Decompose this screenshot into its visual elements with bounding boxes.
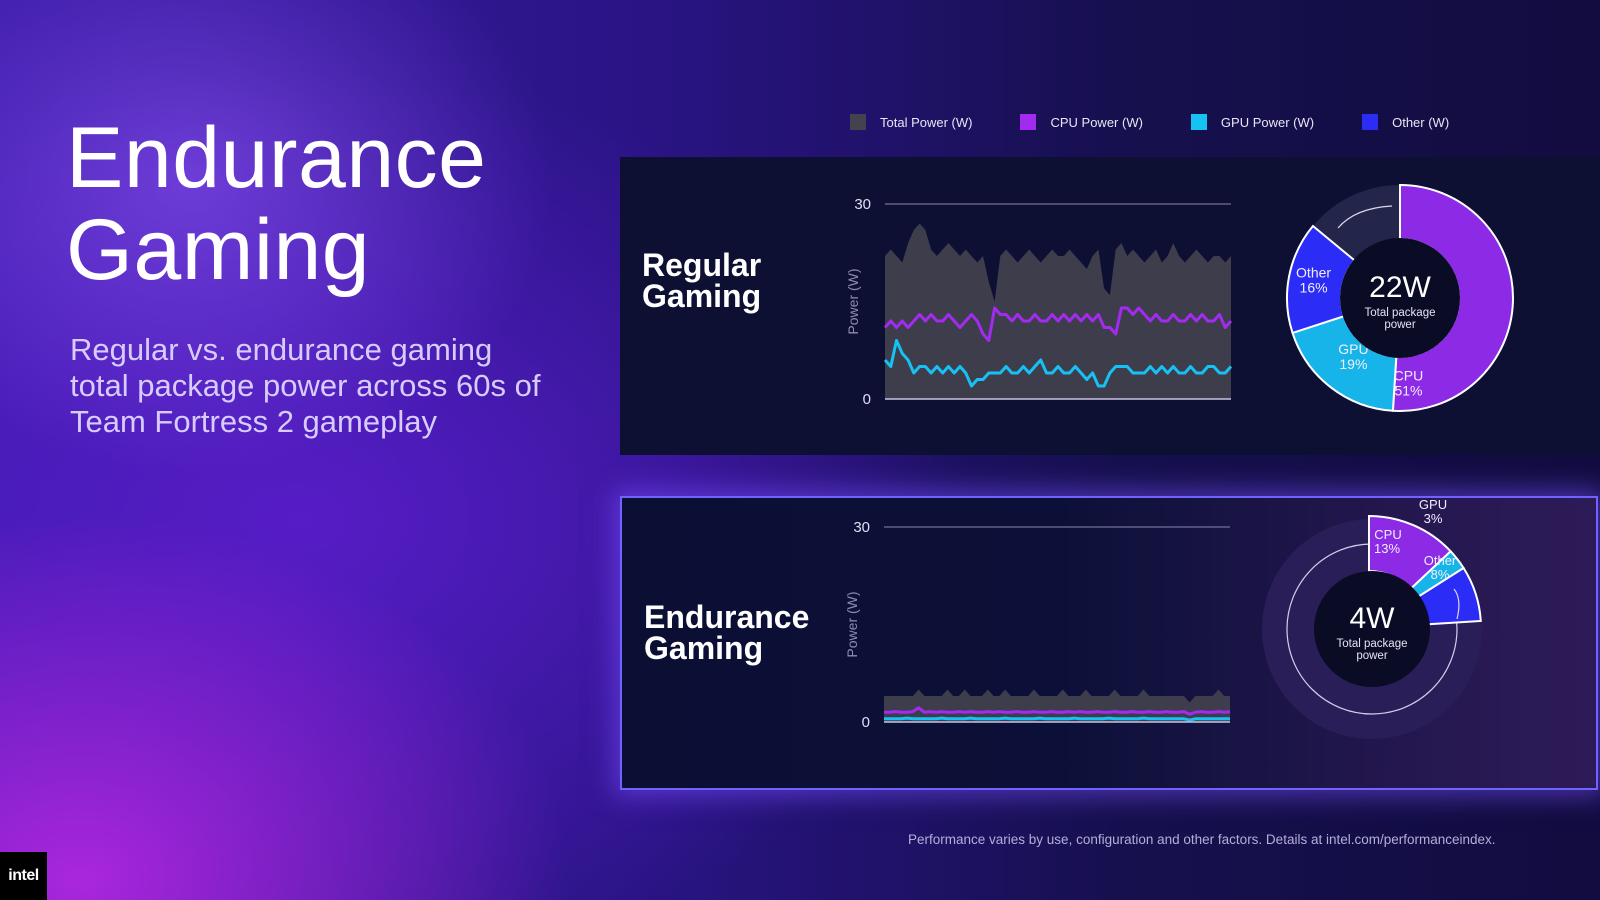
legend-item-total: Total Power (W): [850, 114, 972, 130]
donut-other-pct: 16%: [1300, 280, 1328, 296]
legend-swatch-cpu: [1020, 114, 1037, 130]
series-line-cpu-power: [883, 306, 1233, 342]
donut-other-label: Other: [1296, 265, 1331, 281]
series-line-cpu-power: [884, 706, 1231, 716]
regular-gaming-panel: Regular Gaming 30 0 Power (W) CPU 51% GPU 19% O…: [620, 157, 1600, 455]
donut-center: [1314, 571, 1430, 687]
donut-center-value: 22W: [1369, 271, 1431, 304]
panel-title-regular-line1: Regular: [642, 247, 762, 283]
panel-title-endurance: Endurance Gaming: [644, 599, 810, 666]
donut-center-label-line2: power: [1384, 319, 1415, 331]
donut-arrow-icon: [1337, 205, 1393, 229]
slide-subtitle: Regular vs. endurance gaming total packa…: [70, 332, 541, 439]
donut-arrow-icon: [1453, 588, 1460, 620]
series-line-gpu-power: [884, 716, 1230, 722]
donut-cpu-label: CPU: [1374, 527, 1401, 542]
y-axis-label: Power (W): [844, 591, 860, 657]
disclaimer-footer: Performance varies by use, configuration…: [908, 832, 1496, 847]
legend-item-cpu: CPU Power (W): [1020, 114, 1143, 130]
y-tick-label: 0: [863, 391, 871, 408]
series-line-gpu-power: [883, 339, 1233, 388]
donut-center-label-line2: power: [1356, 650, 1387, 662]
legend-item-gpu: GPU Power (W): [1190, 114, 1315, 130]
chart-legend: Total Power (W) CPU Power (W) GPU Power …: [850, 114, 1449, 130]
panel-title-endurance-line2: Gaming: [644, 630, 764, 666]
endurance-gaming-panel: Endurance Gaming 30 0 Power (W) CPU 13% GPU 3%…: [620, 496, 1598, 790]
donut-gpu-label: GPU: [1338, 341, 1368, 357]
slide-title-line1: Endurance: [66, 110, 487, 206]
legend-item-other: Other (W): [1362, 114, 1449, 130]
panel-title-regular: Regular Gaming: [642, 247, 762, 314]
donut-center-value: 4W: [1350, 602, 1396, 635]
legend-label-cpu: CPU Power (W): [1050, 114, 1143, 130]
legend-swatch-gpu: [1190, 114, 1207, 130]
slide-title: Endurance Gaming: [66, 112, 486, 296]
y-tick-label: 0: [862, 714, 870, 731]
donut-center-label-line1: Total package: [1337, 638, 1408, 650]
legend-swatch-total: [850, 114, 866, 130]
y-tick-label: 30: [854, 196, 871, 213]
y-axis-label: Power (W): [845, 268, 861, 334]
legend-swatch-other: [1362, 114, 1379, 130]
slide-title-line2: Gaming: [66, 202, 371, 298]
panel-title-regular-line2: Gaming: [642, 278, 762, 314]
donut-other-label: Other: [1424, 553, 1457, 568]
donut-gpu-label: GPU: [1419, 498, 1447, 512]
donut-gpu-pct: 19%: [1339, 356, 1367, 372]
series-area-total-power: [884, 689, 1230, 722]
donut-gpu-pct: 3%: [1424, 511, 1443, 526]
series-area-total-power: [885, 223, 1231, 399]
legend-label-gpu: GPU Power (W): [1220, 114, 1315, 130]
legend-label-other: Other (W): [1392, 114, 1450, 130]
donut-cpu-label: CPU: [1394, 368, 1424, 384]
panel-title-endurance-line1: Endurance: [644, 599, 810, 635]
donut-center: [1340, 238, 1460, 358]
donut-cpu-pct: 51%: [1394, 383, 1422, 399]
intel-logo: intel: [0, 852, 47, 900]
donut-cpu-pct: 13%: [1374, 541, 1400, 556]
donut-other-pct: 8%: [1431, 567, 1450, 582]
donut-center-label-line1: Total package: [1365, 307, 1436, 319]
legend-label-total: Total Power (W): [880, 114, 973, 130]
y-tick-label: 30: [853, 519, 870, 536]
